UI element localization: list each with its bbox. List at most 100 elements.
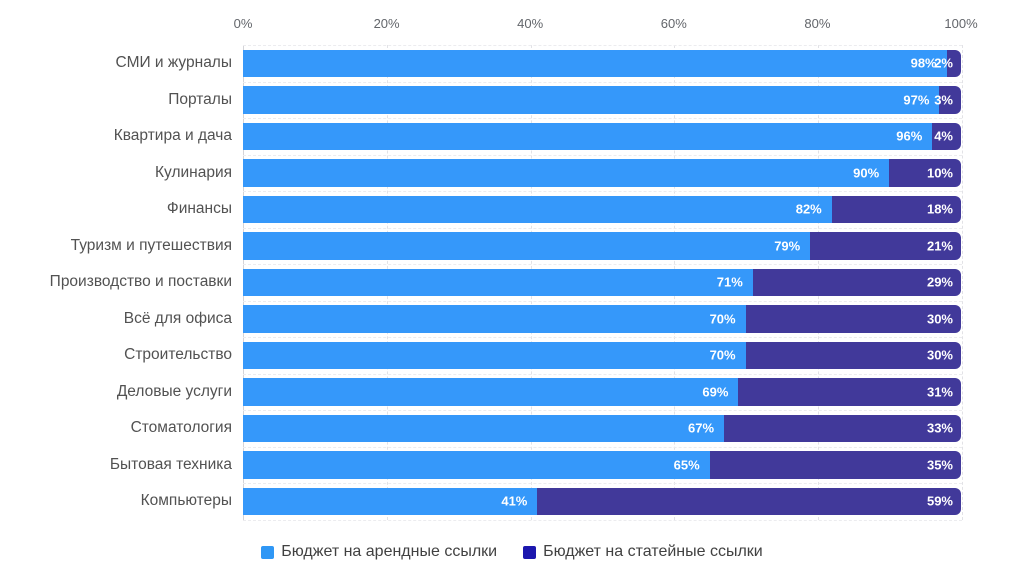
bar-segment-rental-links[interactable]: 70% xyxy=(243,341,746,369)
bar-track: 98% 2% xyxy=(243,49,961,77)
value-label: 31% xyxy=(926,384,953,400)
legend-label: Бюджет на арендные ссылки xyxy=(281,543,498,560)
legend: Бюджет на арендные ссылки Бюджет на стате… xyxy=(0,543,1024,561)
bar-segment-article-links[interactable]: 21% xyxy=(810,232,961,260)
bar-segment-article-links[interactable]: 10% xyxy=(889,159,961,187)
bar-row: Стоматология 67% 33% xyxy=(0,410,1024,447)
bar-segment-rental-links[interactable]: 70% xyxy=(243,305,746,333)
value-label: 65% xyxy=(673,457,700,473)
bar-segment-rental-links[interactable]: 67% xyxy=(243,414,725,442)
category-label: Порталы xyxy=(168,90,232,108)
category-label: Стоматология xyxy=(130,419,232,437)
value-label: 79% xyxy=(774,238,801,254)
value-label: 59% xyxy=(926,493,953,509)
bar-row: Компьютеры 41% 59% xyxy=(0,483,1024,520)
value-label: 4% xyxy=(934,128,953,144)
value-label: 10% xyxy=(926,165,953,181)
bar-segment-article-links[interactable]: 2% xyxy=(934,49,961,77)
bar-segment-rental-links[interactable]: 65% xyxy=(243,451,710,479)
bar-row: Бытовая техника 65% 35% xyxy=(0,447,1024,484)
value-label: 97% xyxy=(903,92,930,108)
x-axis-tick: 60% xyxy=(660,16,687,31)
bar-segment-rental-links[interactable]: 82% xyxy=(243,195,832,223)
value-label: 96% xyxy=(896,128,923,144)
legend-item-article-links[interactable]: Бюджет на статейные ссылки xyxy=(523,543,763,561)
bar-track: 79% 21% xyxy=(243,232,961,260)
category-label: Производство и поставки xyxy=(49,273,232,291)
value-label: 3% xyxy=(934,92,953,108)
bar-track: 96% 4% xyxy=(243,122,961,150)
bar-segment-rental-links[interactable]: 90% xyxy=(243,159,890,187)
value-label: 82% xyxy=(795,201,822,217)
value-label: 21% xyxy=(926,238,953,254)
bar-segment-article-links[interactable]: 35% xyxy=(709,451,961,479)
bar-row: СМИ и журналы 98% 2% xyxy=(0,45,1024,82)
x-axis-tick: 100% xyxy=(944,16,978,31)
bar-row: Кулинария 90% 10% xyxy=(0,155,1024,192)
bar-row: Всё для офиса 70% 30% xyxy=(0,301,1024,338)
x-axis-tick: 0% xyxy=(233,16,253,31)
bar-row: Деловые услуги 69% 31% xyxy=(0,374,1024,411)
bar-track: 67% 33% xyxy=(243,414,961,442)
bar-segment-article-links[interactable]: 29% xyxy=(752,268,961,296)
value-label: 18% xyxy=(926,201,953,217)
category-label: Туризм и путешествия xyxy=(70,236,232,254)
x-axis-tick: 20% xyxy=(373,16,400,31)
value-label: 90% xyxy=(853,165,880,181)
value-label: 71% xyxy=(716,274,743,290)
bar-segment-article-links[interactable]: 30% xyxy=(745,305,961,333)
value-label: 98% xyxy=(910,55,937,71)
category-label: Всё для офиса xyxy=(123,309,232,327)
bar-row: Производство и поставки 71% 29% xyxy=(0,264,1024,301)
value-label: 70% xyxy=(709,311,736,327)
bar-segment-article-links[interactable]: 59% xyxy=(537,487,961,515)
bar-segment-article-links[interactable]: 3% xyxy=(934,86,961,114)
legend-item-rental-links[interactable]: Бюджет на арендные ссылки xyxy=(261,543,497,561)
bar-segment-rental-links[interactable]: 69% xyxy=(243,378,739,406)
bar-row: Квартира и дача 96% 4% xyxy=(0,118,1024,155)
legend-marker xyxy=(261,545,275,559)
bar-segment-rental-links[interactable]: 41% xyxy=(243,487,538,515)
category-label: Бытовая техника xyxy=(109,455,232,473)
value-label: 30% xyxy=(926,311,953,327)
bar-segment-rental-links[interactable]: 71% xyxy=(243,268,753,296)
category-label: Финансы xyxy=(166,200,232,218)
bar-track: 69% 31% xyxy=(243,378,961,406)
bar-track: 70% 30% xyxy=(243,341,961,369)
legend-marker xyxy=(523,545,537,559)
category-label: Деловые услуги xyxy=(116,382,232,400)
value-label: 33% xyxy=(926,420,953,436)
value-label: 29% xyxy=(926,274,953,290)
x-axis: 0% 20% 40% 60% 80% 100% xyxy=(234,16,978,32)
value-label: 70% xyxy=(709,347,736,363)
bar-track: 82% 18% xyxy=(243,195,961,223)
x-axis-tick: 40% xyxy=(517,16,544,31)
bar-segment-rental-links[interactable]: 79% xyxy=(243,232,811,260)
bar-segment-rental-links[interactable]: 96% xyxy=(243,122,933,150)
bar-segment-article-links[interactable]: 30% xyxy=(745,341,961,369)
bar-segment-rental-links[interactable]: 97% xyxy=(243,86,940,114)
value-label: 69% xyxy=(702,384,729,400)
bar-row: Туризм и путешествия 79% 21% xyxy=(0,228,1024,265)
bar-row: Строительство 70% 30% xyxy=(0,337,1024,374)
category-label: Строительство xyxy=(124,346,232,364)
category-label: Компьютеры xyxy=(140,492,232,510)
bar-track: 41% 59% xyxy=(243,487,961,515)
bar-row: Финансы 82% 18% xyxy=(0,191,1024,228)
bar-segment-article-links[interactable]: 31% xyxy=(738,378,961,406)
bar-segment-rental-links[interactable]: 98% xyxy=(243,49,947,77)
value-label: 35% xyxy=(926,457,953,473)
value-label: 30% xyxy=(926,347,953,363)
value-label: 2% xyxy=(934,55,953,71)
bar-rows: СМИ и журналы 98% 2% Порталы 97% 3% Квартира и… xyxy=(0,45,1024,520)
bar-segment-article-links[interactable]: 18% xyxy=(831,195,961,223)
bar-segment-article-links[interactable]: 4% xyxy=(932,122,961,150)
legend-label: Бюджет на статейные ссылки xyxy=(543,543,763,560)
bar-track: 65% 35% xyxy=(243,451,961,479)
bar-track: 70% 30% xyxy=(243,305,961,333)
bar-track: 97% 3% xyxy=(243,86,961,114)
category-label: Квартира и дача xyxy=(113,127,232,145)
bar-track: 71% 29% xyxy=(243,268,961,296)
bar-segment-article-links[interactable]: 33% xyxy=(724,414,961,442)
